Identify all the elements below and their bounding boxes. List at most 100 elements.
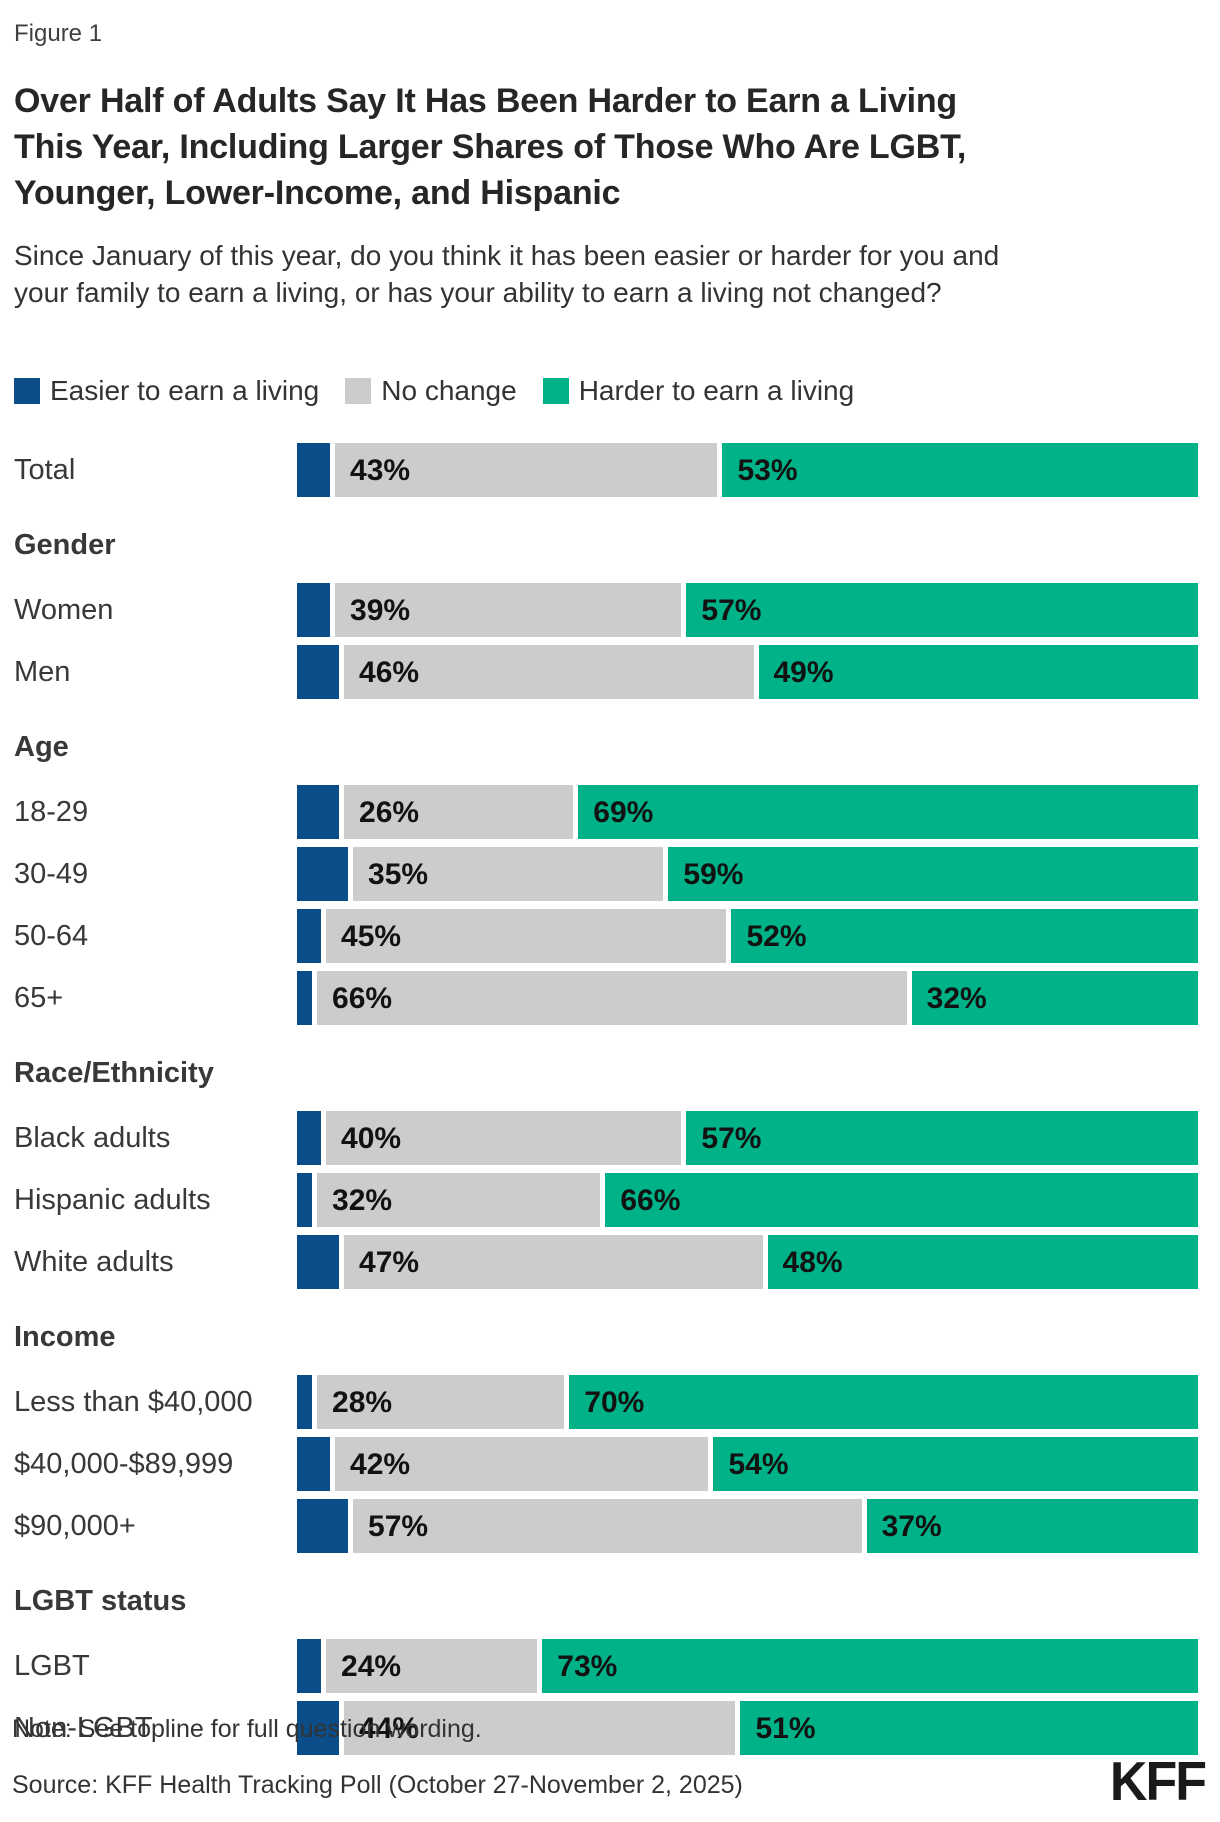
segment-value-label: 42% [350,1448,411,1482]
segment-value-label: 40% [341,1122,402,1156]
bar-segment-harder: 49% [756,645,1198,700]
bar-segment-harder: 70% [567,1375,1198,1430]
row-label: Women [14,593,114,626]
bar-segment-harder: 37% [864,1499,1198,1554]
segment-value-label: 69% [593,796,654,830]
legend-item-easier: Easier to earn a living [14,375,319,407]
legend-label: Harder to earn a living [578,375,855,407]
bar-row: Hispanic adults 32% 66% [12,1173,1198,1228]
bar-track: 40% 57% [297,1111,1198,1166]
legend-swatch-no_change [345,378,372,405]
bar-track: 39% 57% [297,583,1198,638]
bar-segment-easier [297,909,325,964]
segment-value-label: 48% [782,1246,843,1280]
section-header: LGBT status [14,1585,187,1618]
bar-track: 32% 66% [297,1173,1198,1228]
bar-row: Less than $40,000 28% 70% [12,1375,1198,1430]
bar-row: Total 43% 53% [12,443,1198,498]
bar-segment-no_change: 28% [315,1375,568,1430]
segment-value-label: 66% [620,1184,681,1218]
bar-row: Non-LGBT 44% 51% [12,1701,1198,1756]
footer: Note: See topline for full question word… [12,1714,1207,1813]
figure-label: Figure 1 [14,20,103,47]
bar-segment-no_change: 57% [351,1499,865,1554]
bar-row: Men 46% 49% [12,645,1198,700]
segment-value-label: 54% [728,1448,789,1482]
segment-value-label: 57% [368,1510,429,1544]
row-label: Hispanic adults [14,1183,211,1216]
bar-segment-easier [297,847,352,902]
bar-segment-easier [297,1639,325,1694]
row-label: $40,000-$89,999 [14,1447,234,1480]
segment-value-label: 24% [341,1650,402,1684]
legend-swatch-harder [542,378,569,405]
bar-track: 66% 32% [297,971,1198,1026]
bar-segment-no_change: 45% [324,909,730,964]
bar-row: White adults 47% 48% [12,1235,1198,1290]
note-text: Note: See topline for full question word… [12,1714,482,1743]
bar-track: 24% 73% [297,1639,1198,1694]
segment-value-label: 52% [746,920,807,954]
bar-row: $40,000-$89,999 42% 54% [12,1437,1198,1492]
bar-row: 18-29 26% 69% [12,785,1198,840]
segment-value-label: 26% [359,796,420,830]
bar-segment-harder: 57% [684,583,1198,638]
row-label: Non-LGBT [14,1711,153,1744]
row-label: 65+ [14,981,64,1014]
bar-segment-harder: 57% [684,1111,1198,1166]
row-label: 50-64 [14,919,89,952]
bar-segment-no_change: 43% [333,443,721,498]
stacked-bar-chart: Total 43% 53% Gender Women 39% 57% Men 46% 49% Age… [12,443,1198,1763]
figure-title: Over Half of Adults Say It Has Been Hard… [14,82,967,213]
section-header: Age [14,731,69,764]
bar-segment-harder: 66% [603,1173,1198,1228]
segment-value-label: 49% [773,656,834,690]
bar-segment-easier [297,1437,334,1492]
bar-segment-no_change: 39% [333,583,685,638]
source-text: Source: KFF Health Tracking Poll (Octobe… [12,1771,743,1799]
row-label: Total [14,453,76,486]
bar-track: 28% 70% [297,1375,1198,1430]
row-label: White adults [14,1245,174,1278]
section-header: Income [14,1321,116,1354]
bar-segment-no_change: 66% [315,971,910,1026]
segment-value-label: 47% [359,1246,420,1280]
bar-segment-easier [297,785,343,840]
legend-item-no_change: No change [345,375,517,407]
bar-segment-no_change: 35% [351,847,667,902]
bar-segment-no_change: 32% [315,1173,604,1228]
bar-row: LGBT 24% 73% [12,1639,1198,1694]
bar-segment-harder: 51% [738,1701,1198,1756]
segment-value-label: 70% [584,1386,645,1420]
bar-row: 30-49 35% 59% [12,847,1198,902]
row-label: Men [14,655,71,688]
segment-value-label: 57% [701,1122,762,1156]
bar-segment-no_change: 40% [324,1111,685,1166]
segment-value-label: 57% [701,594,762,628]
bar-segment-no_change: 47% [342,1235,766,1290]
bar-row: 65+ 66% 32% [12,971,1198,1026]
segment-value-label: 32% [332,1184,393,1218]
segment-value-label: 39% [350,594,411,628]
legend-label: No change [381,375,517,407]
bar-segment-harder: 48% [765,1235,1198,1290]
bar-segment-no_change: 24% [324,1639,541,1694]
legend-label: Easier to earn a living [50,375,320,407]
bar-segment-easier [297,1499,352,1554]
bar-segment-harder: 59% [666,847,1198,902]
bar-track: 45% 52% [297,909,1198,964]
bar-segment-no_change: 26% [342,785,577,840]
segment-value-label: 53% [737,454,798,488]
bar-segment-no_change: 46% [342,645,757,700]
row-label: 30-49 [14,857,89,890]
bar-segment-easier [297,1173,316,1228]
segment-value-label: 51% [755,1712,816,1746]
section-header: Race/Ethnicity [14,1057,214,1090]
legend-item-harder: Harder to earn a living [542,375,855,407]
row-label: 18-29 [14,795,89,828]
row-label: Less than $40,000 [14,1385,253,1418]
bar-track: 35% 59% [297,847,1198,902]
segment-value-label: 35% [368,858,429,892]
kff-logo: KFF [1109,1751,1207,1813]
bar-segment-easier [297,1235,343,1290]
